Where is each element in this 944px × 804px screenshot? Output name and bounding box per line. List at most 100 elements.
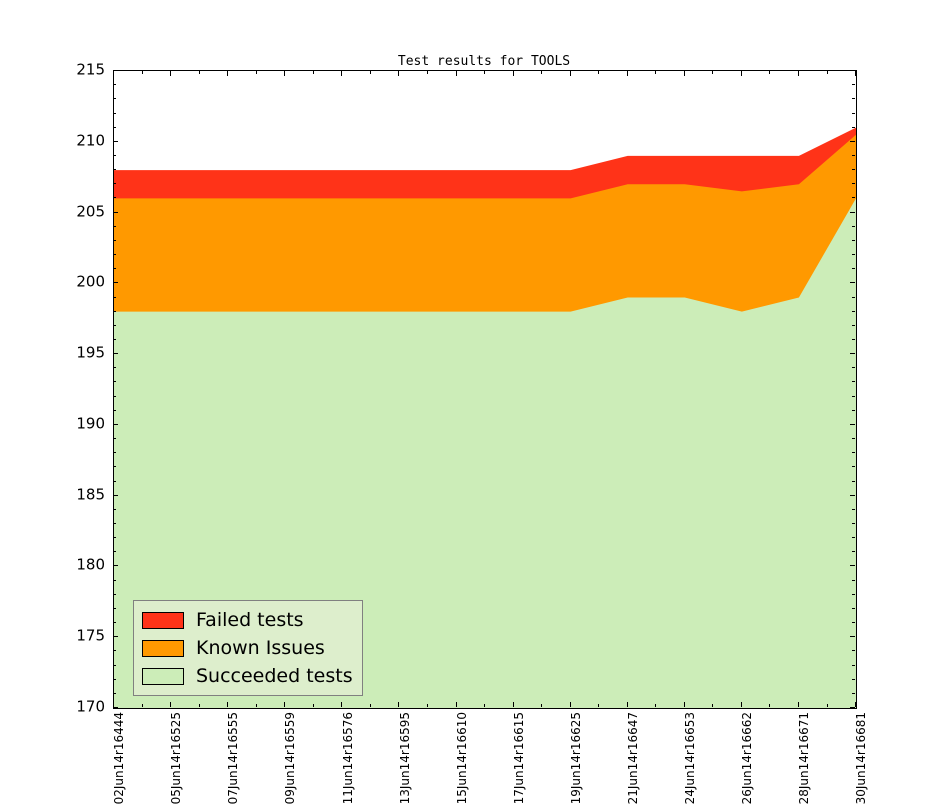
y-minor-tick-right (852, 438, 855, 439)
y-minor-tick (113, 480, 116, 482)
x-tick-12: 28Jun14r16671 (797, 712, 811, 804)
y-tick-210: 210 (76, 131, 105, 150)
y-minor-tick (113, 650, 116, 652)
y-tick-190: 190 (76, 414, 105, 433)
x-minor-tick-top (369, 71, 371, 74)
x-minor-tick (312, 704, 314, 707)
x-major-tick (398, 702, 400, 707)
chart-legend: Failed tests Known Issues Succeeded test… (133, 600, 363, 696)
x-tick-10: 24Jun14r16653 (683, 712, 697, 804)
y-minor-tick-right (852, 537, 855, 539)
y-minor-tick-right (852, 197, 855, 199)
y-minor-tick-right (852, 225, 855, 227)
x-minor-tick (712, 704, 714, 707)
x-major-tick (227, 702, 229, 707)
y-major-tick (113, 494, 118, 496)
y-minor-tick (113, 339, 116, 340)
x-major-tick-top (683, 71, 685, 76)
y-major-tick (113, 211, 118, 213)
x-tick-9: 21Jun14r16647 (626, 712, 640, 804)
y-minor-tick (113, 239, 116, 241)
stacked-area-svg (114, 127, 856, 708)
y-minor-tick-right (852, 268, 855, 270)
x-tick-2: 07Jun14r16555 (226, 712, 240, 804)
y-minor-tick (113, 508, 116, 510)
x-major-tick-top (341, 71, 343, 76)
area-succeeded-tests (114, 198, 856, 708)
y-minor-tick-right (852, 523, 855, 524)
x-tick-1: 05Jun14r16525 (169, 712, 183, 804)
x-minor-tick (655, 704, 657, 707)
y-major-tick-right (850, 707, 855, 708)
y-minor-tick (113, 84, 116, 86)
x-minor-tick-top (255, 71, 257, 74)
y-major-tick (113, 707, 118, 708)
legend-label-known: Known Issues (196, 636, 325, 659)
x-minor-tick (255, 704, 257, 707)
y-major-tick-right (850, 353, 855, 355)
y-tick-215: 215 (76, 60, 105, 79)
x-minor-tick-top (655, 71, 657, 74)
y-major-tick (113, 636, 118, 638)
y-minor-tick-right (852, 169, 855, 171)
x-major-tick (455, 702, 457, 707)
x-minor-tick (141, 704, 143, 707)
y-minor-tick (113, 324, 116, 326)
y-minor-tick-right (852, 692, 855, 694)
y-minor-tick (113, 296, 116, 298)
legend-item-failed-tests: Failed tests (142, 607, 353, 633)
y-tick-175: 175 (76, 626, 105, 645)
y-minor-tick (113, 254, 116, 255)
y-minor-tick-right (852, 508, 855, 510)
y-minor-tick-right (852, 183, 855, 185)
legend-swatch-succeeded-icon (142, 667, 184, 685)
x-tick-5: 13Jun14r16595 (398, 712, 412, 804)
y-major-tick-right (850, 636, 855, 638)
y-minor-tick-right (852, 154, 855, 156)
y-tick-185: 185 (76, 485, 105, 504)
x-major-tick-top (227, 71, 229, 76)
x-minor-tick (598, 704, 600, 707)
x-minor-tick (484, 704, 485, 707)
y-minor-tick-right (852, 452, 855, 454)
x-major-tick (512, 702, 514, 707)
x-minor-tick-top (826, 71, 828, 74)
x-tick-4: 11Jun14r16576 (341, 712, 355, 804)
y-minor-tick (113, 367, 116, 369)
legend-swatch-failed-icon (142, 611, 184, 629)
y-minor-tick (113, 395, 116, 397)
y-minor-tick (113, 537, 116, 539)
y-minor-tick-right (852, 551, 855, 553)
y-minor-tick (113, 183, 116, 185)
y-tick-205: 205 (76, 202, 105, 221)
x-major-tick-top (284, 71, 286, 76)
x-tick-8: 19Jun14r16625 (569, 712, 583, 804)
y-minor-tick-right (852, 593, 855, 595)
x-major-tick (170, 702, 172, 707)
y-minor-tick (113, 551, 116, 553)
x-major-tick-top (170, 71, 172, 76)
x-major-tick-top (512, 71, 514, 76)
y-minor-tick-right (852, 239, 855, 241)
x-axis: 02Jun14r16444 05Jun14r16525 07Jun14r1655… (0, 708, 944, 804)
y-major-tick-right (850, 70, 855, 71)
y-major-tick (113, 423, 118, 425)
chart-title: Test results for TOOLS (397, 54, 571, 69)
y-major-tick (113, 70, 118, 71)
x-major-tick-top (797, 71, 799, 76)
x-minor-tick-top (484, 71, 485, 74)
y-tick-195: 195 (76, 343, 105, 362)
y-tick-200: 200 (76, 272, 105, 291)
x-minor-tick-top (198, 71, 200, 74)
x-minor-tick (198, 704, 200, 707)
x-major-tick-top (455, 71, 457, 76)
legend-label-succeeded: Succeeded tests (196, 664, 353, 687)
y-minor-tick-right (852, 310, 855, 312)
x-major-tick-top (740, 71, 742, 76)
y-minor-tick (113, 98, 116, 100)
legend-item-known-issues: Known Issues (142, 635, 353, 661)
y-minor-tick-right (852, 664, 855, 666)
y-minor-tick (113, 607, 116, 609)
y-minor-tick-right (852, 622, 855, 624)
y-minor-tick (113, 692, 116, 694)
